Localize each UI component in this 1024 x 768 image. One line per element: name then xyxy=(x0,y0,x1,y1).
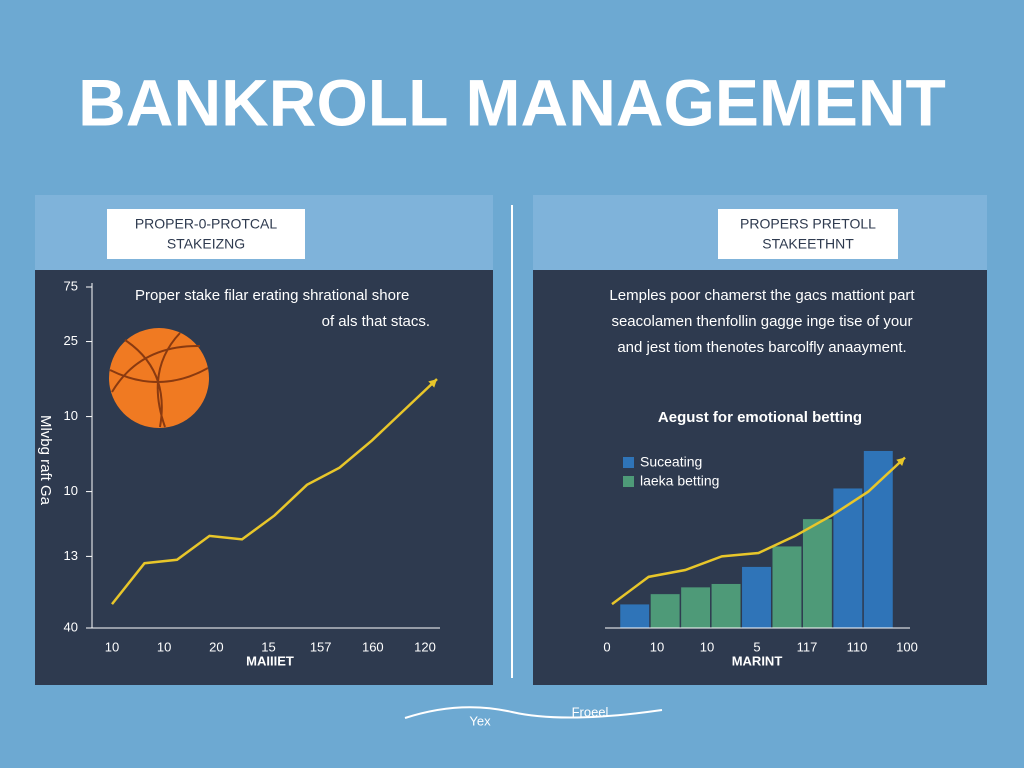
legend-label: laeka betting xyxy=(640,473,719,489)
x-tick-label: 5 xyxy=(753,639,760,654)
bar xyxy=(680,586,711,629)
y-tick-label: 13 xyxy=(64,548,78,563)
footer-right: Froeel xyxy=(572,704,609,719)
panel-label: STAKEETHNT xyxy=(762,236,854,252)
x-tick-label: 10 xyxy=(157,639,171,654)
x-tick-label: 15 xyxy=(261,639,275,654)
x-tick-label: 110 xyxy=(847,639,868,654)
main-title: BANKROLL MANAGEMENT xyxy=(78,65,946,139)
trend-line xyxy=(111,378,438,605)
legend-label: Suceating xyxy=(640,454,702,470)
bar xyxy=(619,603,650,629)
bar xyxy=(771,545,802,629)
basketball xyxy=(109,328,209,428)
y-tick-label: 25 xyxy=(64,333,78,348)
arrow-head xyxy=(428,379,437,388)
panel-label: STAKEIZNG xyxy=(167,236,245,252)
x-tick-label: 120 xyxy=(414,639,436,654)
bar xyxy=(711,583,742,629)
x-tick-label: 0 xyxy=(603,639,610,654)
x-tick-label: 10 xyxy=(700,639,714,654)
right-label-box xyxy=(718,209,898,259)
x-axis-label: MARINT xyxy=(732,653,783,668)
panel-text: of als that stacs. xyxy=(322,313,430,330)
bar xyxy=(650,593,681,629)
trend-line xyxy=(611,456,906,606)
bar xyxy=(863,450,894,629)
panel-text: and jest tiom thenotes barcolfly anaayme… xyxy=(617,339,906,356)
arrow-head xyxy=(896,457,905,467)
y-tick-label: 75 xyxy=(64,278,78,293)
left-label-box xyxy=(107,209,305,259)
x-tick-label: 20 xyxy=(209,639,223,654)
panel-text: Proper stake filar erating shrational sh… xyxy=(135,287,409,304)
panel-label: PROPERS PRETOLL xyxy=(740,216,876,232)
legend-swatch xyxy=(623,476,634,487)
panel-text: seacolamen thenfollin gagge inge tise of… xyxy=(611,313,912,330)
bar xyxy=(832,487,863,629)
left-plot-bg xyxy=(35,270,493,685)
y-tick-label: 40 xyxy=(64,619,78,634)
x-tick-label: 10 xyxy=(650,639,664,654)
x-tick-label: 100 xyxy=(896,639,918,654)
x-tick-label: 117 xyxy=(797,639,818,654)
y-axis-label: Mlvbg raft Ga xyxy=(37,415,54,506)
chart-title: Aegust for emotional betting xyxy=(658,409,862,426)
x-axis-label: MAIIIET xyxy=(246,653,294,668)
bar xyxy=(741,566,772,629)
panel-text: Lemples poor chamerst the gacs mattiont … xyxy=(609,287,915,304)
footer-wave xyxy=(404,706,663,719)
x-tick-label: 157 xyxy=(310,639,332,654)
footer-left: Yex xyxy=(469,713,491,728)
legend-swatch xyxy=(623,457,634,468)
x-tick-label: 10 xyxy=(105,639,119,654)
y-tick-label: 10 xyxy=(64,408,78,423)
y-tick-label: 10 xyxy=(64,483,78,498)
bar xyxy=(802,518,833,629)
panel-label: PROPER-0-PROTCAL xyxy=(135,216,278,232)
x-tick-label: 160 xyxy=(362,639,384,654)
